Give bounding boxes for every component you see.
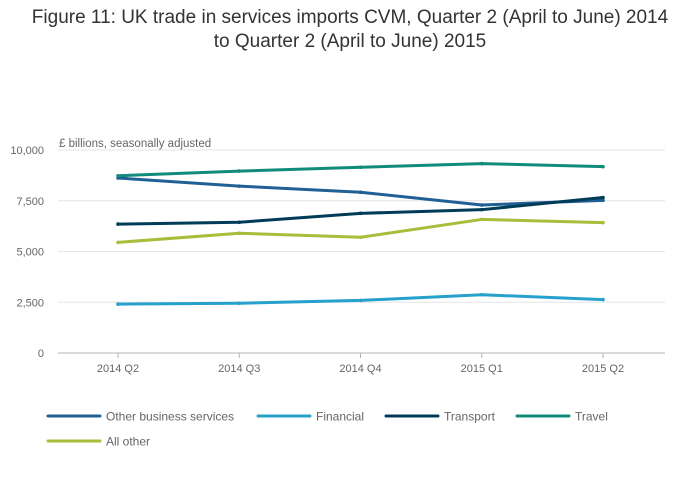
data-point (237, 169, 242, 173)
data-point (358, 298, 363, 303)
data-point (116, 222, 120, 226)
series-lines (116, 161, 605, 306)
legend-item[interactable]: Travel (515, 410, 608, 424)
data-point (479, 217, 484, 222)
data-point (479, 207, 484, 212)
legend-label: Financial (316, 410, 364, 424)
data-point (479, 203, 484, 207)
legend-label: All other (106, 435, 150, 449)
data-point (601, 297, 605, 302)
x-tick-label: 2015 Q2 (582, 363, 624, 375)
data-point (237, 220, 242, 225)
data-point (116, 302, 120, 306)
data-point (237, 231, 242, 236)
legend-item[interactable]: Financial (256, 410, 364, 424)
y-tick-label: 7,500 (16, 196, 44, 208)
data-point (479, 161, 484, 166)
y-tick-label: 0 (38, 348, 44, 360)
legend: Other business services Financial Transpor… (46, 410, 608, 449)
x-tick-label: 2015 Q1 (461, 363, 503, 375)
data-point (237, 301, 242, 306)
chart-title: Figure 11: UK trade in services imports … (0, 6, 700, 54)
data-point (358, 190, 363, 195)
x-tick-label: 2014 Q2 (97, 363, 139, 375)
y-tick-label: 10,000 (10, 145, 44, 157)
data-point (116, 240, 120, 245)
legend-item[interactable]: All other (46, 435, 150, 449)
x-tick-label: 2014 Q3 (218, 363, 260, 375)
data-point (601, 195, 605, 200)
data-point (358, 211, 363, 216)
data-point (601, 198, 605, 203)
y-axis-units-label: £ billions, seasonally adjusted (59, 138, 211, 150)
data-point (601, 220, 605, 225)
data-point (358, 165, 363, 170)
legend-item[interactable]: Other business services (46, 410, 234, 424)
legend-label: Travel (575, 410, 608, 424)
data-point (479, 292, 484, 297)
series-line (116, 162, 605, 178)
data-point (358, 235, 363, 240)
legend-item[interactable]: Transport (384, 410, 496, 424)
x-tick-label: 2014 Q4 (339, 363, 381, 375)
data-point (237, 184, 242, 188)
chart-title-line-1: Figure 11: UK trade in services imports … (31, 7, 669, 28)
data-point (116, 173, 120, 178)
legend-label: Other business services (106, 410, 234, 424)
y-tick-label: 2,500 (16, 297, 44, 309)
data-point (601, 164, 605, 169)
gridlines (58, 149, 665, 354)
legend-label: Transport (444, 410, 496, 424)
chart-title-line-2: to Quarter 2 (April to June) 2015 (213, 31, 487, 52)
y-tick-label: 5,000 (16, 247, 44, 259)
axes: £ billions, seasonally adjusted 0 2,500 5,… (10, 138, 624, 375)
